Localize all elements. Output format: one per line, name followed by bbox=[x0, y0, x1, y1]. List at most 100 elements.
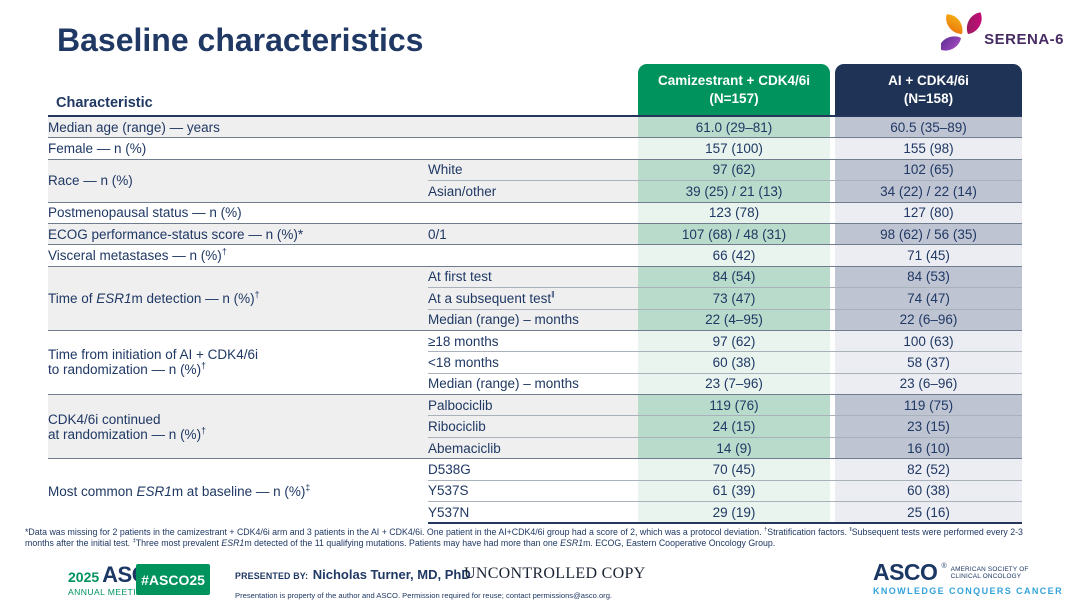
value-camizestrant: 24 (15) bbox=[638, 415, 830, 437]
sub-characteristic-label: D538G bbox=[428, 458, 638, 479]
disclaimer: Presentation is property of the author a… bbox=[235, 591, 613, 600]
table-row: At a subsequent test‖ 73 (47) 74 (47) bbox=[48, 287, 1022, 309]
table-row: Time of ESR1m detection — n (%)† At first… bbox=[48, 265, 1022, 330]
sub-characteristic-label: Median (range) – months bbox=[428, 308, 638, 330]
sub-characteristic-label: Median (range) – months bbox=[428, 372, 638, 394]
meeting-year: 2025 bbox=[68, 569, 100, 585]
table-row: Median age (range) — years 61.0 (29–81) 60… bbox=[48, 117, 1022, 138]
hashtag-badge: #ASCO25 bbox=[136, 564, 210, 595]
table-row: Most common ESR1m at baseline — n (%)‡ D5… bbox=[48, 458, 1022, 499]
column-gap bbox=[830, 222, 835, 245]
sub-characteristic-label: At a subsequent test‖ bbox=[428, 287, 638, 309]
value-ai: 127 (80) bbox=[835, 201, 1022, 223]
value-camizestrant: 157 (100) bbox=[638, 137, 830, 159]
value-camizestrant: 61 (39) bbox=[638, 479, 830, 502]
column-header-ai: AI + CDK4/6i (N=158) bbox=[835, 64, 1022, 117]
value-ai: 102 (65) bbox=[835, 158, 1022, 181]
column-gap bbox=[830, 201, 835, 223]
column-gap bbox=[830, 394, 835, 416]
characteristic-label: Race — n (%) bbox=[48, 158, 428, 202]
uncontrolled-copy-watermark: UNCONTROLLED COPY bbox=[464, 565, 646, 582]
column-gap bbox=[830, 308, 835, 330]
column-gap bbox=[830, 117, 835, 138]
characteristic-label: ECOG performance-status score — n (%)* bbox=[48, 222, 428, 245]
table-row: Median (range) – months 23 (7–96) 23 (6–96… bbox=[48, 372, 1022, 395]
baseline-characteristics-table: Characteristic Camizestrant + CDK4/6i (N… bbox=[48, 64, 1022, 525]
table-row: CDK4/6i continued at randomization — n (%… bbox=[48, 394, 1022, 459]
table-row: Asian/other 39 (25) / 21 (13) 34 (22) / 22… bbox=[48, 180, 1022, 202]
table-row: Y537S 61 (39) 60 (38) bbox=[48, 479, 1022, 502]
value-ai: 58 (37) bbox=[835, 351, 1022, 373]
characteristic-label: Median age (range) — years bbox=[48, 117, 638, 138]
table-row: Female — n (%) 157 (100) 155 (98) bbox=[48, 137, 1022, 159]
value-ai: 119 (75) bbox=[835, 394, 1022, 416]
value-camizestrant: 97 (62) bbox=[638, 329, 830, 352]
society-sub2: CLINICAL ONCOLOGY bbox=[950, 573, 1022, 581]
society-org: ASCO bbox=[872, 559, 938, 585]
column-gap bbox=[830, 501, 835, 525]
value-camizestrant: 14 (9) bbox=[638, 436, 830, 459]
presenter-name: Nicholas Turner, MD, PhD bbox=[312, 567, 471, 582]
characteristic-label: Time of ESR1m detection — n (%)† bbox=[48, 265, 428, 330]
value-camizestrant: 60 (38) bbox=[638, 351, 830, 373]
column-gap bbox=[830, 436, 835, 459]
column-gap bbox=[830, 287, 835, 309]
trademark-dot-icon: ® bbox=[941, 563, 947, 570]
value-camizestrant: 84 (54) bbox=[638, 265, 830, 288]
value-camizestrant: 61.0 (29–81) bbox=[638, 117, 830, 138]
table-row: Time from initiation of AI + CDK4/6i to r… bbox=[48, 329, 1022, 377]
society-tagline: KNOWLEDGE CONQUERS CANCER bbox=[872, 585, 1063, 596]
column-gap bbox=[830, 244, 835, 266]
sub-characteristic-label: White bbox=[428, 158, 638, 181]
column-gap bbox=[830, 64, 835, 117]
column-gap bbox=[830, 158, 835, 181]
table-row: Postmenopausal status — n (%) 123 (78) 127… bbox=[48, 201, 1022, 223]
sub-characteristic-label: Ribociclib bbox=[428, 415, 638, 437]
value-ai: 155 (98) bbox=[835, 137, 1022, 159]
column-gap bbox=[830, 265, 835, 288]
value-ai: 71 (45) bbox=[835, 244, 1022, 266]
column-gap bbox=[830, 372, 835, 395]
value-camizestrant: 29 (19) bbox=[638, 501, 830, 525]
column-gap bbox=[830, 180, 835, 202]
table-row: ECOG performance-status score — n (%)* 0/… bbox=[48, 222, 1022, 245]
value-ai: 84 (53) bbox=[835, 265, 1022, 288]
sub-characteristic-label: Asian/other bbox=[428, 180, 638, 202]
value-ai: 23 (6–96) bbox=[835, 372, 1022, 395]
table-row: Abemaciclib 14 (9) 16 (10) bbox=[48, 436, 1022, 459]
table-row: Y537N 29 (19) 25 (16) bbox=[48, 501, 1022, 525]
table-body: Median age (range) — years 61.0 (29–81) 60… bbox=[48, 117, 1022, 525]
characteristic-label: Female — n (%) bbox=[48, 137, 638, 158]
flower-icon bbox=[941, 12, 982, 51]
presented-by-block: PRESENTED BY: Nicholas Turner, MD, PhD P… bbox=[235, 566, 615, 600]
value-camizestrant: 73 (47) bbox=[638, 287, 830, 309]
column-gap bbox=[830, 415, 835, 437]
value-ai: 82 (52) bbox=[835, 458, 1022, 480]
value-camizestrant: 123 (78) bbox=[638, 201, 830, 223]
value-ai: 100 (63) bbox=[835, 329, 1022, 352]
society-sub1: AMERICAN SOCIETY OF bbox=[950, 566, 1029, 573]
column-gap bbox=[830, 458, 835, 480]
sub-characteristic-label: Y537N bbox=[428, 501, 638, 525]
table-header-row: Characteristic Camizestrant + CDK4/6i (N… bbox=[48, 64, 1022, 117]
value-ai: 22 (6–96) bbox=[835, 308, 1022, 330]
value-camizestrant: 70 (45) bbox=[638, 458, 830, 480]
sub-characteristic-label: Palbociclib bbox=[428, 394, 638, 416]
table-row: <18 months 60 (38) 58 (37) bbox=[48, 351, 1022, 373]
value-ai: 25 (16) bbox=[835, 501, 1022, 525]
value-ai: 60.5 (35–89) bbox=[835, 117, 1022, 138]
column-n-camizestrant: (N=157) bbox=[709, 90, 759, 106]
value-camizestrant: 23 (7–96) bbox=[638, 372, 830, 395]
column-gap bbox=[830, 329, 835, 352]
characteristic-label: Visceral metastases — n (%)† bbox=[48, 244, 638, 265]
value-ai: 23 (15) bbox=[835, 415, 1022, 437]
column-header-camizestrant: Camizestrant + CDK4/6i (N=157) bbox=[638, 64, 830, 117]
value-camizestrant: 22 (4–95) bbox=[638, 308, 830, 330]
characteristic-label: Time from initiation of AI + CDK4/6i to r… bbox=[48, 329, 428, 394]
characteristic-label: Postmenopausal status — n (%) bbox=[48, 201, 638, 223]
table-row: Visceral metastases — n (%)† 66 (42) 71 (4… bbox=[48, 244, 1022, 266]
sub-characteristic-label: <18 months bbox=[428, 351, 638, 372]
sub-characteristic-label: Abemaciclib bbox=[428, 436, 638, 459]
sub-characteristic-label: ≥18 months bbox=[428, 329, 638, 351]
value-ai: 34 (22) / 22 (14) bbox=[835, 180, 1022, 202]
